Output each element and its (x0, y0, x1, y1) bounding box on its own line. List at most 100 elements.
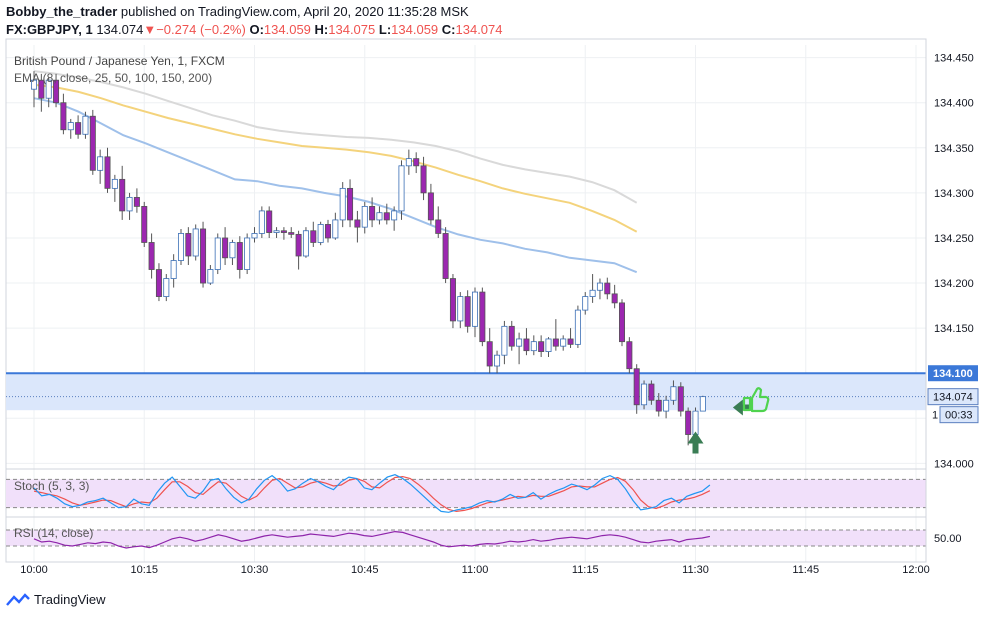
candle (420, 156, 427, 201)
brand-name[interactable]: TradingView (34, 592, 106, 607)
candle-body (420, 165, 427, 194)
candle-body (670, 386, 677, 401)
candle-body (494, 354, 501, 367)
high-label: H: (314, 22, 329, 37)
candle (295, 230, 302, 270)
level-price-label: 134.100 (933, 368, 973, 380)
candle-body (126, 196, 133, 212)
candle (545, 337, 552, 357)
candle (53, 73, 60, 108)
open-label: O: (249, 22, 264, 37)
candle (207, 265, 214, 285)
candle (413, 152, 420, 174)
close-value: 134.074 (455, 22, 503, 37)
candle-body (545, 338, 552, 352)
candle-body (685, 410, 692, 435)
candle (670, 380, 677, 405)
candle (170, 254, 177, 288)
candle (442, 227, 449, 284)
candle-body (479, 291, 486, 343)
stoch-legend[interactable]: Stoch (5, 3, 3) (14, 479, 89, 493)
candle (589, 274, 596, 303)
candle (258, 206, 265, 238)
candle-body (273, 230, 280, 233)
candle (663, 395, 670, 419)
candle (30, 71, 37, 108)
candle (133, 188, 140, 213)
time-tick-label: 10:15 (130, 564, 158, 576)
candle (685, 407, 692, 446)
candle-body (295, 233, 302, 257)
candle-body (655, 399, 662, 412)
candle (266, 206, 273, 238)
tradingview-logo-icon (6, 592, 30, 606)
candle-body (97, 156, 104, 171)
candle (398, 160, 405, 220)
candle-body (449, 278, 456, 322)
candle (111, 174, 118, 202)
candle-body (692, 410, 699, 435)
candle (324, 219, 331, 243)
countdown-timer: 00:33 (945, 410, 973, 422)
candle (464, 290, 471, 333)
candle (361, 201, 368, 234)
candle-body (163, 278, 170, 297)
up-arrow-icon (687, 431, 704, 454)
price-change: −0.274 (−0.2%) (156, 22, 246, 37)
candle-body (405, 158, 412, 167)
candle (332, 212, 339, 240)
candle (97, 149, 104, 184)
candle-body (302, 230, 309, 257)
candle-body (104, 156, 111, 189)
time-tick-label: 10:30 (241, 564, 269, 576)
instrument-legend[interactable]: British Pound / Japanese Yen, 1, FXCM (14, 54, 225, 68)
candle (339, 182, 346, 228)
ema-legend[interactable]: EMA (8, close, 25, 50, 100, 150, 200) (14, 71, 212, 85)
candle (523, 328, 530, 356)
candle (530, 335, 537, 356)
candle (655, 393, 662, 417)
time-tick-label: 11:00 (462, 564, 489, 576)
candle-body (611, 293, 618, 304)
candle-body (582, 296, 589, 311)
candle-body (677, 386, 684, 412)
candle-body (339, 187, 346, 221)
candle-body (155, 269, 162, 297)
candle (200, 221, 207, 288)
ema-100-line (33, 83, 638, 233)
candle-body (200, 228, 207, 284)
candle-body (413, 158, 420, 167)
candle (383, 203, 390, 225)
candle (163, 274, 170, 302)
candle-body (192, 228, 199, 257)
candle (619, 299, 626, 347)
candle-body (30, 79, 37, 90)
candle (148, 233, 155, 279)
rsi-line (33, 530, 711, 549)
candle (449, 274, 456, 329)
candle-body (229, 242, 236, 259)
candle-body (67, 122, 74, 131)
candle (501, 320, 508, 365)
candle (288, 227, 295, 238)
author-username[interactable]: Bobby_the_trader (6, 4, 118, 19)
candle (302, 227, 309, 258)
candle-body (376, 212, 383, 221)
candle (574, 305, 581, 348)
candle (582, 292, 589, 315)
candle-body (398, 165, 405, 212)
candle (155, 263, 162, 302)
candle-body (185, 233, 192, 257)
candle-body (111, 178, 118, 189)
time-tick-label: 11:30 (682, 564, 709, 576)
candle-body (214, 237, 221, 270)
candle-body (170, 260, 177, 279)
candle (405, 149, 412, 175)
candle (369, 197, 376, 228)
candle-body (596, 282, 603, 291)
candle (280, 227, 287, 240)
candle-body (464, 296, 471, 327)
candle (222, 227, 229, 266)
rsi-legend[interactable]: RSI (14, close) (14, 526, 93, 540)
